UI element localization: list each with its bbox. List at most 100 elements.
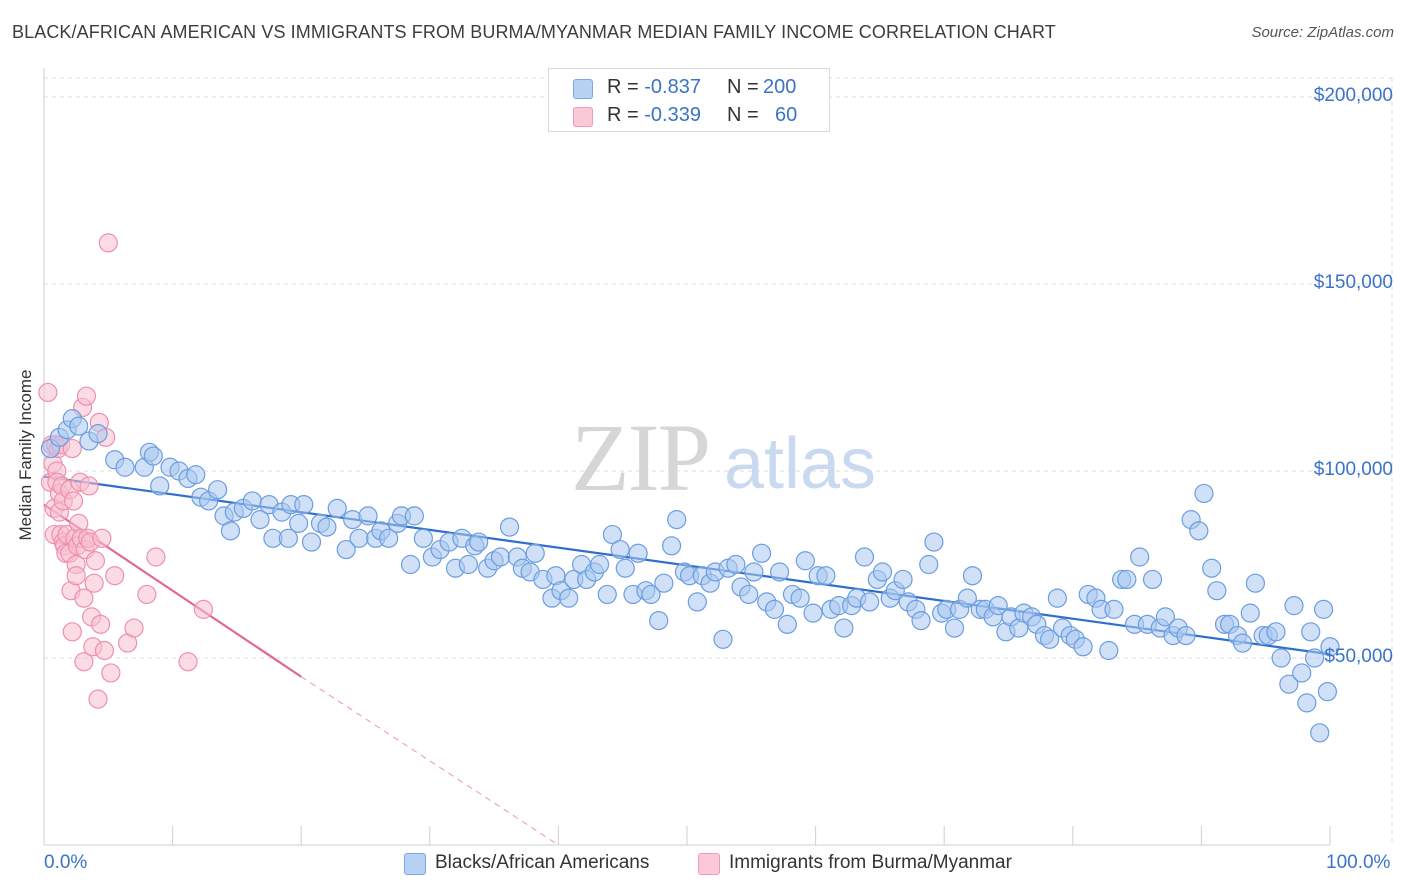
point-blacks-132 (962, 566, 983, 586)
point-blacks-16 (186, 465, 206, 485)
chart-title: BLACK/AFRICAN AMERICAN VS IMMIGRANTS FRO… (12, 22, 1056, 42)
y-tick-label-0: $50,000 (1324, 646, 1393, 667)
point-blacks-182 (1284, 596, 1304, 616)
point-blacks-6 (88, 424, 108, 444)
point-blacks-190 (1301, 622, 1321, 642)
point-blacks-187 (1313, 599, 1334, 619)
point-burma-23 (62, 622, 82, 642)
point-blacks-186 (1310, 723, 1330, 743)
point-blacks-35 (317, 517, 337, 537)
y-tick-label-1: $100,000 (1313, 459, 1393, 480)
point-blacks-112 (834, 618, 854, 638)
point-blacks-37 (336, 539, 356, 560)
axes (43, 68, 1331, 846)
point-blacks-78 (615, 558, 635, 578)
trend-line-burma-extrapolated (300, 676, 559, 846)
point-burma-45 (88, 689, 108, 709)
point-blacks-86 (667, 510, 687, 530)
point-blacks-126 (924, 532, 944, 552)
point-blacks-56 (469, 532, 489, 552)
point-blacks-77 (610, 539, 630, 560)
point-burma-44 (85, 551, 106, 571)
bottom-legend: Blacks/African Americans Immigrants from… (0, 850, 1406, 880)
point-blacks-29 (278, 528, 298, 548)
point-blacks-107 (803, 603, 823, 623)
y-tick-label-3: $200,000 (1313, 85, 1393, 106)
series-blacks (40, 409, 1340, 743)
point-burma-52 (101, 663, 121, 683)
point-blacks-33 (301, 532, 322, 552)
point-blacks-48 (413, 528, 433, 548)
legend-n-value-blue: 200 (763, 76, 797, 98)
point-blacks-103 (777, 614, 797, 634)
point-blacks-188 (1320, 637, 1340, 657)
point-blacks-19 (208, 480, 228, 500)
point-blacks-176 (1245, 573, 1266, 593)
point-blacks-145 (1047, 588, 1067, 608)
point-blacks-158 (1130, 547, 1150, 567)
point-blacks-185 (1304, 648, 1325, 668)
point-blacks-174 (1232, 633, 1253, 653)
point-burma-0 (38, 382, 58, 403)
x-tick-max: 100.0% (1326, 852, 1391, 873)
point-blacks-93 (713, 629, 733, 649)
watermark: ZIP atlas (571, 404, 876, 511)
point-blacks-179 (1266, 622, 1286, 642)
point-blacks-189 (1317, 682, 1338, 702)
point-blacks-84 (654, 573, 674, 593)
point-blacks-83 (649, 610, 669, 631)
point-blacks-32 (294, 495, 314, 515)
legend-swatch-blue (573, 79, 593, 99)
point-blacks-144 (1040, 629, 1060, 649)
point-blacks-125 (919, 554, 939, 575)
point-blacks-115 (854, 547, 875, 567)
point-burma-39 (79, 476, 99, 496)
point-blacks-43 (379, 528, 399, 548)
point-blacks-153 (1099, 640, 1119, 661)
point-blacks-75 (597, 584, 617, 605)
point-blacks-64 (525, 543, 545, 563)
bottom-legend-swatch-blue (404, 853, 426, 875)
correlation-legend: R = -0.837 N = 200 R = -0.339 N = 60 (548, 68, 830, 132)
point-blacks-4 (69, 416, 89, 436)
point-blacks-175 (1240, 603, 1260, 623)
legend-row-blacks: R = -0.837 N = 200 (549, 73, 829, 103)
point-blacks-165 (1176, 625, 1196, 646)
point-blacks-180 (1271, 648, 1291, 668)
point-blacks-80 (628, 543, 648, 563)
point-blacks-95 (726, 554, 746, 575)
point-blacks-69 (559, 588, 579, 608)
point-blacks-169 (1202, 558, 1222, 578)
point-burma-34 (74, 652, 94, 672)
point-blacks-39 (349, 528, 369, 548)
point-burma-49 (94, 640, 115, 661)
point-blacks-40 (358, 506, 378, 526)
legend-r-value-blue: -0.837 (644, 76, 701, 98)
legend-swatch-pink (573, 107, 593, 127)
y-tick-label-2: $150,000 (1313, 272, 1393, 293)
source-text: Source: ZipAtlas.com (1251, 24, 1394, 41)
point-blacks-60 (499, 517, 520, 537)
point-burma-59 (193, 599, 214, 619)
bottom-legend-swatch-pink (698, 853, 720, 875)
point-blacks-167 (1189, 521, 1209, 541)
point-blacks-183 (1292, 663, 1312, 683)
point-burma-57 (146, 547, 166, 567)
point-burma-47 (90, 614, 111, 634)
point-blacks-24 (242, 491, 262, 511)
point-blacks-149 (1073, 637, 1093, 657)
point-blacks-98 (744, 562, 764, 582)
point-blacks-184 (1297, 693, 1317, 713)
point-burma-35 (74, 588, 94, 608)
point-blacks-162 (1155, 607, 1175, 627)
point-burma-55 (124, 618, 144, 638)
point-blacks-124 (911, 610, 931, 631)
point-blacks-106 (795, 551, 815, 571)
point-blacks-76 (602, 524, 623, 545)
point-burma-24 (62, 438, 82, 459)
watermark-atlas: atlas (724, 424, 876, 504)
point-blacks-25 (250, 510, 270, 530)
legend-r-value-pink: -0.339 (644, 104, 701, 126)
point-blacks-74 (589, 554, 610, 575)
